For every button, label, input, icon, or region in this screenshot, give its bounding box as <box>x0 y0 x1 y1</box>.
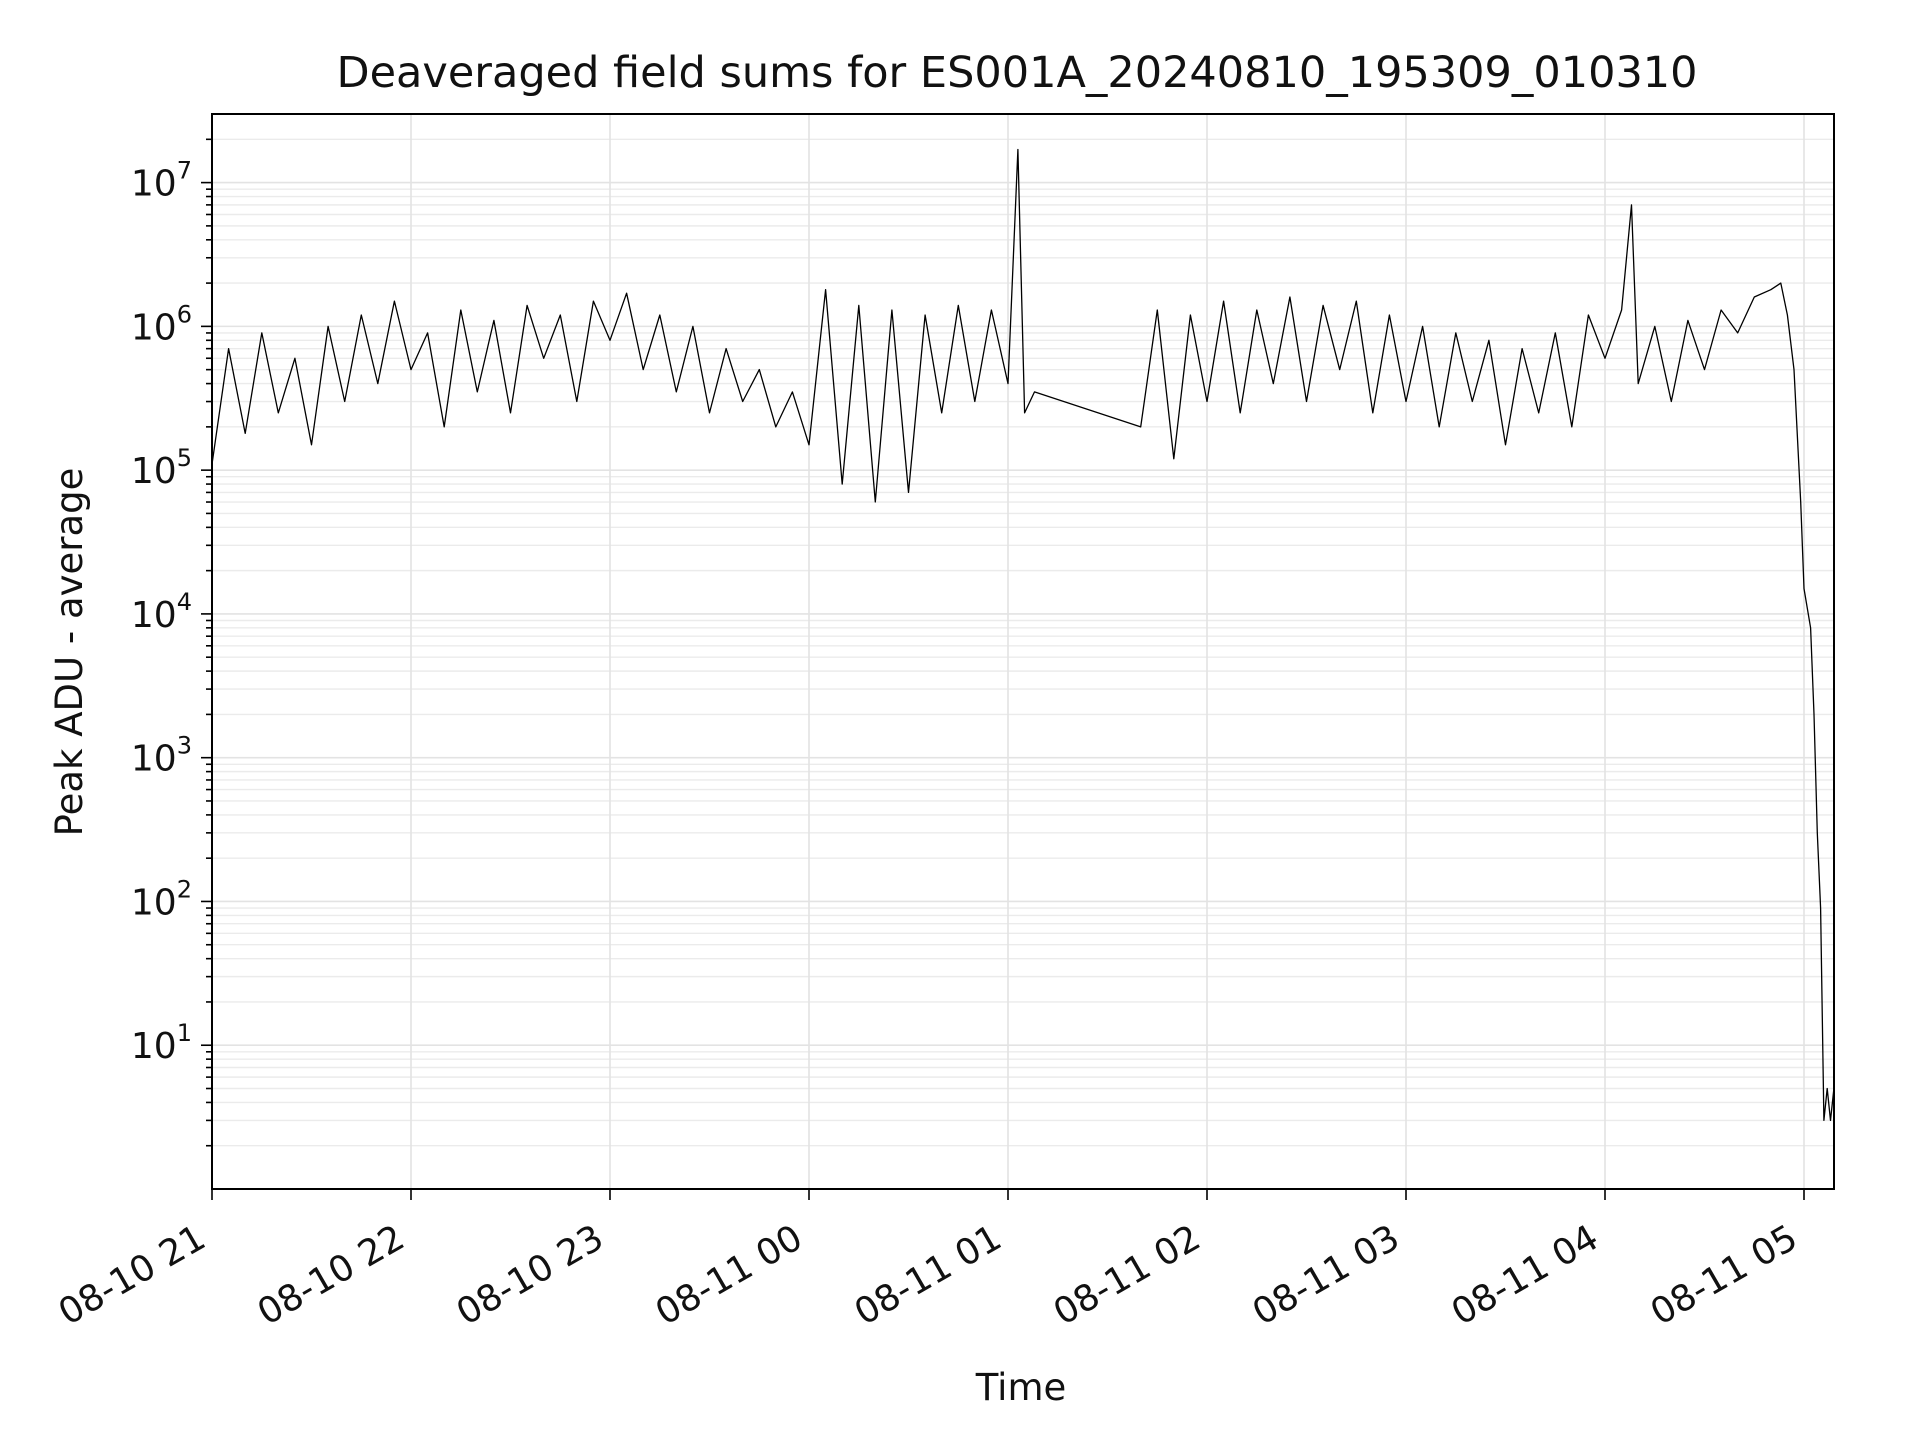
x-tick-label: 08-11 00 <box>649 1217 810 1333</box>
x-tick-label: 08-10 21 <box>52 1217 213 1333</box>
x-tick-label: 08-11 04 <box>1445 1217 1606 1333</box>
y-tick-label-exponent: 2 <box>177 875 192 903</box>
y-tick-label: 106 <box>131 300 192 348</box>
grid <box>211 114 1834 1189</box>
y-tick-label-exponent: 4 <box>177 588 192 616</box>
y-tick-label-base: 10 <box>131 1026 177 1067</box>
x-tick-label: 08-11 02 <box>1047 1217 1208 1333</box>
x-axis-label: Time <box>975 1366 1067 1409</box>
y-tick-label-base: 10 <box>131 164 177 205</box>
y-tick-label: 107 <box>131 157 192 205</box>
y-tick-label-exponent: 6 <box>177 300 192 328</box>
y-tick-label-base: 10 <box>131 307 177 348</box>
y-tick-label: 104 <box>131 588 192 636</box>
x-tick-label: 08-11 01 <box>848 1217 1009 1333</box>
y-tick-label-base: 10 <box>131 739 177 780</box>
y-axis-label: Peak ADU - average <box>48 468 91 837</box>
y-tick-label-exponent: 5 <box>177 444 192 472</box>
series-line <box>211 148 1835 1122</box>
y-tick-label-exponent: 7 <box>177 157 192 185</box>
y-tick-label-base: 10 <box>131 451 177 492</box>
y-tick-label-base: 10 <box>131 882 177 923</box>
y-tick-label: 101 <box>131 1019 192 1067</box>
y-tick-label: 103 <box>131 732 192 780</box>
y-tick-label: 102 <box>131 875 192 923</box>
y-tick-label: 105 <box>131 444 192 492</box>
y-tick-label-base: 10 <box>131 595 177 636</box>
y-tick-label-exponent: 3 <box>177 732 192 760</box>
x-tick-label: 08-11 05 <box>1644 1217 1805 1333</box>
x-tick-label: 08-10 23 <box>450 1217 611 1333</box>
x-tick-label: 08-11 03 <box>1246 1217 1407 1333</box>
plot-frame <box>211 113 1835 1190</box>
x-axis: 08-10 21 08-10 22 08-10 23 08-11 00 08-11 01… <box>52 1189 1805 1334</box>
x-tick-label: 08-10 22 <box>251 1217 412 1333</box>
chart-title: Deaveraged field sums for ES001A_2024081… <box>336 48 1697 98</box>
y-tick-label-exponent: 1 <box>177 1019 192 1047</box>
series-layer <box>211 148 1835 1122</box>
